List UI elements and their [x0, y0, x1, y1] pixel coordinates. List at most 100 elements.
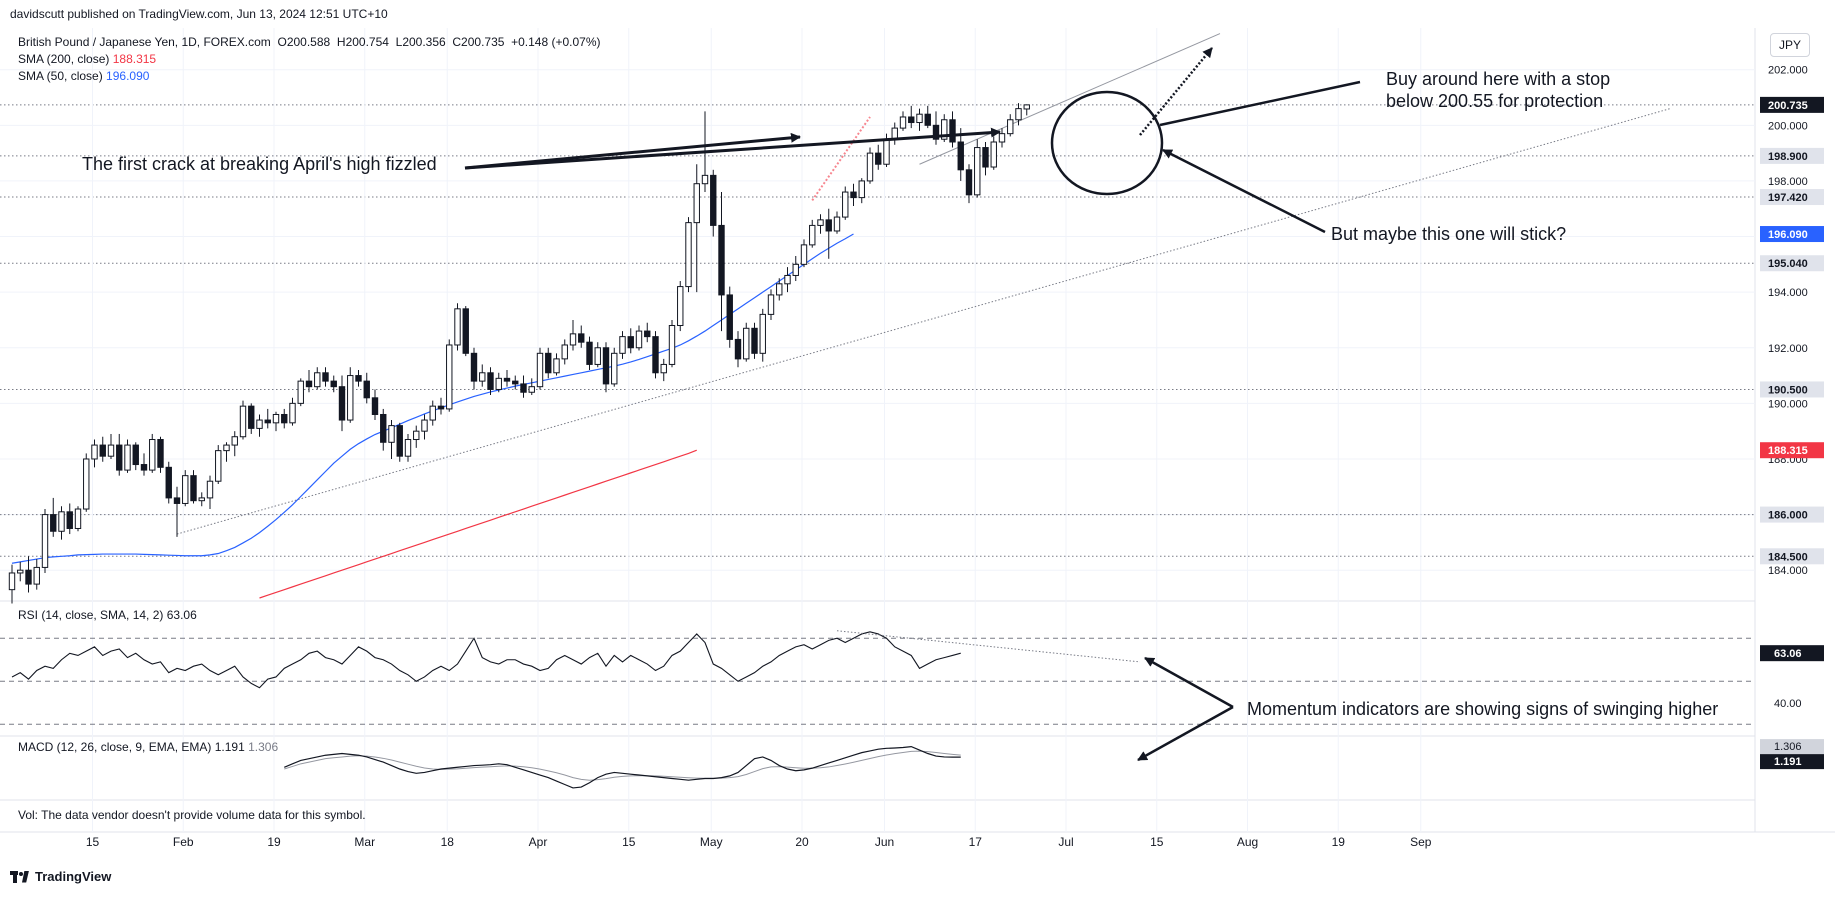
candle-body: [388, 425, 395, 443]
arrow-crack-right: [464, 127, 1001, 170]
candle-body: [116, 444, 123, 471]
candle: [50, 497, 57, 537]
candle-body: [644, 330, 651, 338]
candle: [495, 372, 502, 393]
candle: [751, 322, 758, 359]
candle: [223, 442, 230, 462]
candle: [454, 303, 461, 351]
sma200-price-label: 188.315: [1768, 445, 1808, 457]
price-level-label: 197.420: [1768, 192, 1808, 204]
tradingview-logo[interactable]: TradingView: [10, 869, 111, 884]
candle: [173, 486, 181, 537]
candle-body: [660, 363, 667, 374]
candle-body: [91, 444, 98, 460]
candle: [734, 331, 742, 368]
annotation-stick[interactable]: But maybe this one will stick?: [1331, 224, 1567, 244]
candle: [784, 267, 791, 293]
price-tick-label: 184.000: [1768, 565, 1808, 577]
candle: [767, 289, 775, 320]
candle-body: [677, 286, 684, 327]
candle: [957, 128, 964, 181]
annotation-buy-line2[interactable]: below 200.55 for protection: [1386, 91, 1604, 111]
candle: [25, 556, 32, 593]
candle-body: [198, 497, 205, 502]
candle: [520, 375, 527, 398]
candle: [569, 319, 577, 351]
candle: [990, 136, 997, 170]
candle: [388, 420, 395, 459]
candle-body: [767, 294, 775, 315]
macd-value: 1.191: [214, 740, 245, 754]
candle-body: [792, 263, 799, 276]
candle: [487, 367, 494, 396]
candle-body: [842, 191, 849, 218]
candle-body: [173, 497, 181, 504]
price-level-label: 195.040: [1768, 258, 1808, 270]
currency-button[interactable]: JPY: [1770, 33, 1810, 57]
candle: [322, 367, 329, 387]
candle: [305, 370, 313, 393]
arrow-momentum-rsi: [1144, 656, 1234, 709]
arrow-momentum-macd: [1137, 705, 1234, 762]
candle-body: [462, 308, 469, 354]
macd-legend[interactable]: MACD (12, 26, close, 9, EMA, EMA) 1.191 …: [18, 740, 278, 754]
candle: [363, 372, 370, 404]
candle: [652, 331, 659, 379]
candle: [149, 433, 156, 473]
time-tick-label: 18: [441, 835, 455, 849]
symbol-legend[interactable]: British Pound / Japanese Yen, 1D, FOREX.…: [18, 35, 601, 49]
time-tick-label: Sep: [1410, 835, 1432, 849]
candle-body: [833, 216, 841, 232]
candle-body: [380, 413, 387, 443]
annotation-momentum[interactable]: Momentum indicators are showing signs of…: [1247, 699, 1719, 719]
candle-body: [17, 569, 24, 574]
candle: [289, 397, 296, 426]
candle-body: [157, 439, 164, 468]
price-level-label: 198.900: [1768, 151, 1808, 163]
channel-line: [919, 33, 1221, 165]
rsi-legend[interactable]: RSI (14, close, SMA, 14, 2) 63.06: [18, 608, 197, 622]
candle: [297, 378, 304, 407]
candle: [66, 503, 73, 535]
candle: [891, 122, 898, 145]
candle: [1007, 114, 1014, 137]
rsi-trend-line: [836, 630, 1141, 663]
annotation-crack[interactable]: The first crack at breaking April's high…: [82, 154, 437, 174]
candle: [256, 414, 263, 437]
candle: [776, 278, 783, 301]
candle-body: [800, 244, 808, 265]
candle: [140, 453, 148, 476]
candle: [553, 353, 560, 376]
candle-body: [809, 224, 816, 246]
candle: [578, 325, 585, 348]
candle-body: [1023, 104, 1030, 110]
candle-body: [932, 124, 940, 140]
time-tick-label: Jul: [1058, 835, 1073, 849]
candle-body: [685, 222, 692, 288]
candle: [1015, 103, 1022, 126]
rsi-value: 63.06: [166, 608, 197, 622]
sma200-legend[interactable]: SMA (200, close) 188.315: [18, 52, 156, 66]
candle: [99, 436, 106, 462]
candle: [429, 400, 436, 426]
annotation-buy-line1[interactable]: Buy around here with a stop: [1386, 69, 1611, 89]
candle: [817, 214, 824, 234]
candle: [875, 144, 882, 170]
candle-body: [858, 180, 865, 199]
sma200-price-tag: [1760, 442, 1824, 459]
candle: [660, 358, 667, 382]
candle-body: [256, 419, 263, 429]
candle-body: [429, 405, 436, 421]
price-level-tag: [1760, 189, 1824, 206]
candle-body: [404, 439, 412, 457]
sma50-legend[interactable]: SMA (50, close) 196.090: [18, 69, 149, 83]
candle-body: [107, 444, 115, 457]
candle: [1023, 104, 1030, 116]
candle-body: [759, 313, 766, 354]
candle-body: [776, 283, 783, 296]
macd-value-label: 1.191: [1774, 756, 1802, 768]
candle: [627, 328, 634, 354]
candle-body: [58, 511, 65, 532]
candle: [371, 389, 379, 421]
